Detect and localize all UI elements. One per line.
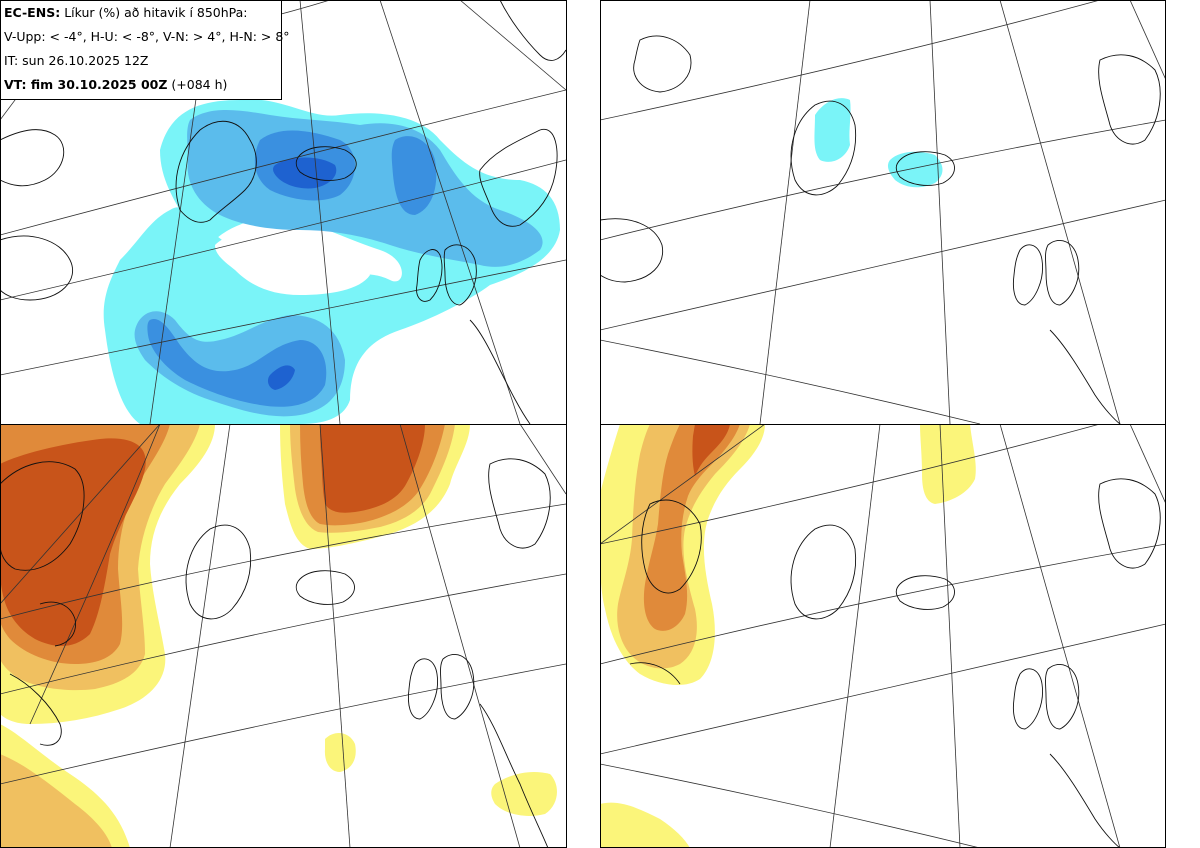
probability-map xyxy=(600,0,1166,424)
coastlines xyxy=(0,0,566,424)
map-panel-warm-plus4: 1009565355 xyxy=(0,424,566,848)
map-panel-warm-plus8: 1009565355 xyxy=(600,424,1166,848)
graticule xyxy=(600,424,1166,848)
probability-shading xyxy=(814,98,943,188)
probability-shading xyxy=(103,99,560,424)
graticule xyxy=(600,0,1166,424)
model-label: EC-ENS: xyxy=(4,5,61,20)
title-line-1: EC-ENS: Líkur (%) að hitavik í 850hPa: xyxy=(4,4,277,28)
probability-shading xyxy=(600,424,976,848)
title-line-4: VT: fim 30.10.2025 00Z (+084 h) xyxy=(4,76,277,100)
graticule xyxy=(0,424,566,848)
map-panel-cold-minus4: 1009565355 xyxy=(0,0,566,424)
map-panel-cold-minus8: 1009565355 xyxy=(600,0,1166,424)
valid-time: VT: fim 30.10.2025 00Z xyxy=(4,77,168,92)
coastlines xyxy=(600,35,1161,424)
coastlines xyxy=(0,458,551,848)
coastlines xyxy=(629,478,1161,848)
probability-map xyxy=(600,424,1166,848)
description: Líkur (%) að hitavik í 850hPa: xyxy=(64,5,248,20)
lead-time: (+084 h) xyxy=(171,77,228,92)
probability-map xyxy=(0,424,566,848)
title-box: EC-ENS: Líkur (%) að hitavik í 850hPa: V… xyxy=(0,0,290,100)
initial-time: IT: sun 26.10.2025 12Z xyxy=(4,53,149,68)
probability-map xyxy=(0,0,566,424)
probability-shading xyxy=(0,424,557,848)
thresholds: V-Upp: < -4°, H-U: < -8°, V-N: > 4°, H-N… xyxy=(4,29,290,44)
